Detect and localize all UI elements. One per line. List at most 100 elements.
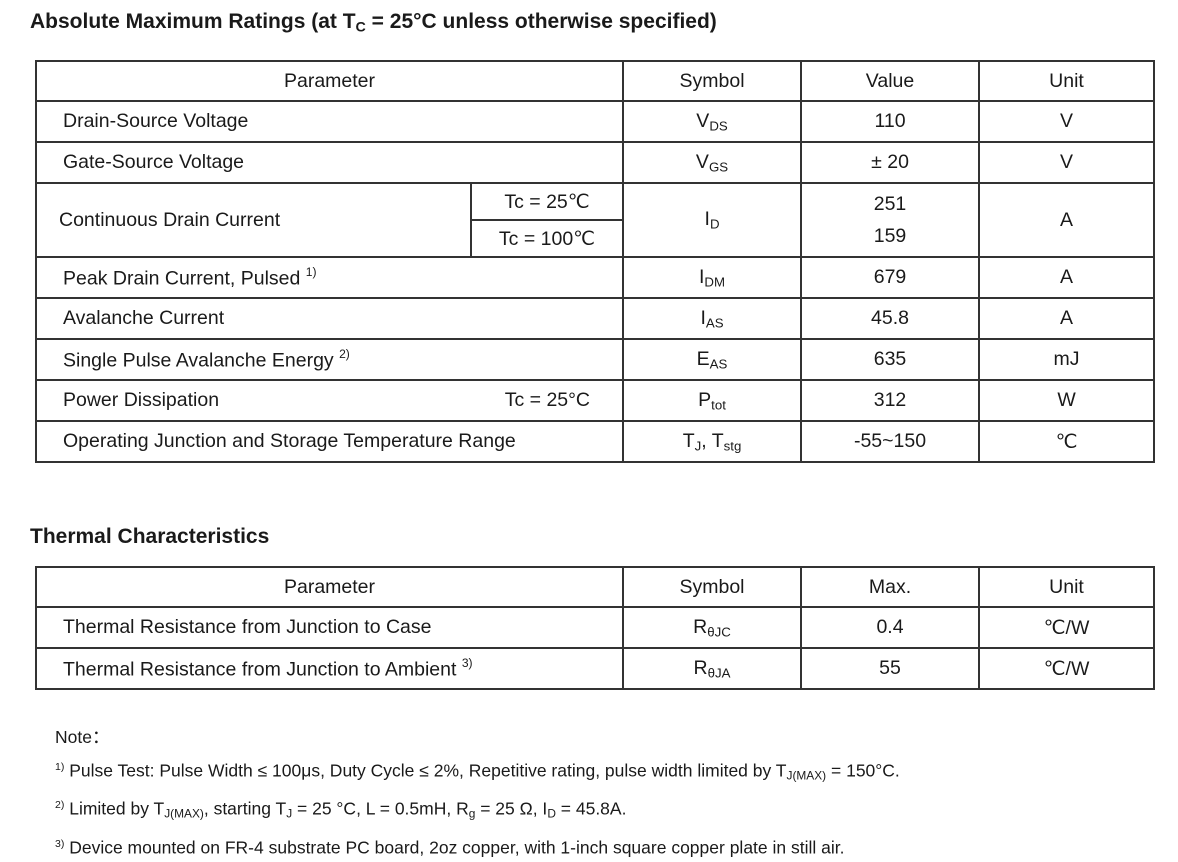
unit-cell: mJ	[978, 338, 1156, 381]
note-reference: 1)	[305, 264, 317, 279]
symbol-main: V	[696, 109, 710, 132]
value-cell: ± 20	[800, 141, 981, 184]
symbol-cell: RθJC	[622, 606, 802, 649]
text-segment: Device mounted on FR-4 substrate PC boar…	[64, 836, 845, 857]
parameter-cell: Power Dissipation Tc = 25°C	[34, 379, 625, 422]
parameter-label: Drain-Source Voltage	[63, 110, 249, 132]
symbol-main: P	[698, 388, 712, 411]
header-max: Max.	[800, 566, 980, 608]
thermal-characteristics-table: Parameter Symbol Max. Unit Thermal Resistanc…	[35, 566, 1155, 690]
note-item: 2) Limited by TJ(MAX), starting TJ = 25 …	[55, 790, 900, 828]
parameter-cell: Continuous Drain Current	[35, 182, 472, 258]
table-row: Drain-Source Voltage VDS 110 V	[34, 100, 1156, 143]
symbol-subscript: DM	[704, 274, 726, 290]
symbol-subscript: tot	[711, 397, 726, 413]
parameter-with-condition: Power Dissipation Tc = 25°C	[63, 389, 622, 412]
table-row: Tc = 100℃	[36, 219, 1154, 258]
symbol-main: R	[693, 615, 708, 638]
parameter-cell: Thermal Resistance from Junction to Case	[35, 606, 624, 649]
symbol-cell: Ptot	[622, 379, 803, 422]
subscript: J	[286, 806, 293, 821]
symbol-main: , T	[701, 429, 724, 452]
notes: Note： 1) Pulse Test: Pulse Width ≤ 100μs…	[55, 722, 900, 862]
unit-cell: ℃	[978, 420, 1156, 463]
parameter-label: Single Pulse Avalanche Energy	[63, 349, 334, 372]
table-row: Peak Drain Current, Pulsed 1) IDM 679 A	[34, 256, 1156, 299]
thermal-title: Thermal Characteristics	[30, 525, 270, 548]
unit-cell: V	[978, 141, 1156, 184]
symbol-cell: IDM	[622, 256, 803, 299]
parameter-label: Gate-Source Voltage	[63, 151, 245, 173]
header-unit: Unit	[978, 566, 1155, 608]
parameter-cell: Drain-Source Voltage	[34, 100, 625, 143]
symbol-main: V	[695, 150, 709, 173]
symbol-cell: TJ, Tstg	[622, 420, 803, 463]
table-row: Power Dissipation Tc = 25°C Ptot 312 W	[34, 379, 1156, 422]
subscript: D	[547, 806, 556, 821]
value: 159	[873, 225, 907, 247]
parameter-label: Thermal Resistance from Junction to Ambi…	[63, 658, 457, 681]
symbol-subscript: D	[709, 216, 720, 232]
symbol-cell: VGS	[622, 141, 803, 184]
text-segment: = 45.8A.	[555, 798, 627, 819]
text-segment: = 25 °C, L = 0.5mH, R	[292, 798, 469, 819]
unit-cell: A	[978, 256, 1156, 299]
symbol-main: I	[700, 306, 706, 329]
note-marker: 2)	[55, 799, 65, 812]
symbol-main: T	[682, 429, 695, 452]
note-marker: 1)	[55, 761, 65, 773]
table-row: Operating Junction and Storage Temperatu…	[34, 420, 1156, 463]
absolute-maximum-ratings-table: Parameter Symbol Value Unit Drain-Source Vol…	[34, 60, 1156, 463]
table-row: Continuous Drain Current Tc = 25℃ ID 251 159…	[35, 182, 1156, 258]
text-segment: = 25 Ω, I	[475, 798, 548, 819]
parameter-label: Thermal Resistance from Junction to Case	[63, 616, 432, 638]
symbol-cell: RθJA	[622, 647, 802, 690]
header-symbol: Symbol	[622, 566, 802, 608]
text-segment: = 150°C.	[826, 760, 900, 781]
note-reference: 2)	[339, 346, 350, 361]
parameter-cell: Peak Drain Current, Pulsed 1)	[34, 256, 625, 299]
symbol-main: I	[704, 208, 710, 231]
symbol-subscript: AS	[705, 315, 724, 331]
header-value: Value	[800, 60, 981, 102]
symbol-main: R	[693, 656, 708, 679]
symbol-subscript: θJC	[707, 624, 731, 640]
header-parameter: Parameter	[35, 566, 624, 608]
value-cell: 45.8	[800, 297, 981, 340]
symbol-subscript: J	[694, 438, 702, 454]
table-row: Single Pulse Avalanche Energy 2) EAS 635 mJ	[34, 338, 1156, 381]
value-cell: 251 159	[800, 182, 981, 258]
subscript: J(MAX)	[164, 806, 204, 821]
subscript: J(MAX)	[786, 768, 827, 783]
value-cell: 0.4	[800, 606, 980, 649]
value-cell: 55	[800, 647, 980, 690]
condition-cell: Tc = 100℃	[469, 219, 625, 258]
note-item: 3) Device mounted on FR-4 substrate PC b…	[55, 829, 900, 862]
header-parameter: Parameter	[34, 60, 625, 102]
condition: Tc = 25°C	[504, 389, 591, 411]
subscript: C	[355, 19, 366, 36]
value-cell: 635	[800, 338, 981, 381]
text-segment: Limited by T	[64, 798, 165, 819]
table-row: Gate-Source Voltage VGS ± 20 V	[34, 141, 1156, 184]
subscript: g	[468, 806, 476, 821]
symbol-cell: VDS	[622, 100, 803, 143]
unit-cell: V	[978, 100, 1156, 143]
symbol-subscript: GS	[708, 159, 729, 175]
value-cell: -55~150	[800, 420, 981, 463]
text-segment: , starting T	[203, 798, 287, 819]
value: 251	[873, 193, 907, 215]
header-row: Parameter Symbol Value Unit	[34, 60, 1156, 102]
symbol-subscript: AS	[709, 356, 728, 372]
parameter-cell: Thermal Resistance from Junction to Ambi…	[35, 647, 624, 690]
value-cell: 312	[800, 379, 981, 422]
parameter-label: Operating Junction and Storage Temperatu…	[63, 430, 516, 452]
condition-cell: Tc = 25℃	[469, 182, 625, 221]
header-symbol: Symbol	[622, 60, 803, 102]
notes-label: Note：	[55, 727, 110, 747]
table-row: Avalanche Current IAS 45.8 A	[34, 297, 1156, 340]
value-cell: 110	[800, 100, 981, 143]
header-unit: Unit	[978, 60, 1156, 102]
value-cell: 679	[800, 256, 981, 299]
parameter-label: Power Dissipation	[63, 389, 220, 411]
